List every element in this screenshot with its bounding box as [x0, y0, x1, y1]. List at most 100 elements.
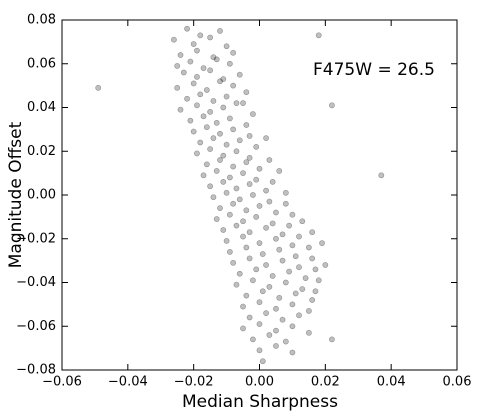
point — [286, 222, 293, 229]
point — [289, 323, 296, 330]
point — [217, 130, 223, 137]
point — [233, 148, 240, 155]
point — [220, 227, 227, 233]
point — [240, 325, 246, 332]
point — [282, 200, 289, 207]
point — [230, 259, 237, 266]
point — [329, 336, 335, 343]
point — [217, 78, 223, 85]
point — [207, 183, 214, 190]
point — [279, 257, 286, 264]
point — [220, 104, 227, 111]
point — [213, 119, 220, 126]
point — [305, 329, 312, 336]
point — [269, 220, 276, 227]
point — [194, 73, 200, 80]
point — [223, 141, 230, 148]
point — [223, 238, 230, 244]
point — [233, 281, 240, 288]
point — [315, 32, 322, 39]
point — [217, 157, 223, 163]
point — [305, 244, 312, 251]
point — [213, 216, 220, 222]
point — [263, 310, 269, 317]
point — [273, 343, 279, 349]
point — [266, 332, 273, 338]
point — [233, 185, 240, 192]
y-tick-label: −0.06 — [16, 319, 56, 334]
point — [378, 172, 385, 179]
point — [240, 100, 246, 107]
point — [253, 176, 260, 183]
point — [213, 56, 220, 63]
point — [286, 268, 293, 275]
point — [282, 279, 289, 286]
point — [253, 143, 260, 150]
point — [190, 41, 197, 47]
point — [217, 28, 223, 34]
point — [296, 233, 302, 240]
point — [289, 349, 296, 356]
x-tick-label: −0.02 — [174, 375, 214, 390]
point — [190, 128, 197, 135]
point — [309, 229, 316, 236]
point — [259, 358, 266, 365]
point — [256, 321, 263, 327]
x-tick-label: 0.04 — [377, 375, 406, 390]
point — [276, 246, 283, 253]
x-tick-label: −0.06 — [42, 375, 82, 390]
point — [273, 327, 279, 334]
point — [253, 266, 260, 273]
point — [329, 102, 335, 109]
point — [256, 299, 263, 306]
point — [203, 124, 210, 131]
point — [210, 54, 217, 61]
point — [226, 115, 233, 122]
point — [240, 170, 246, 177]
point — [315, 277, 322, 284]
point — [273, 305, 279, 312]
point — [180, 69, 187, 76]
point — [246, 229, 253, 236]
point — [299, 286, 306, 292]
point — [220, 152, 227, 159]
point — [243, 122, 250, 128]
point — [230, 82, 237, 89]
point — [236, 137, 243, 144]
point — [243, 207, 250, 214]
point — [233, 222, 240, 229]
point — [246, 154, 253, 161]
point — [223, 189, 230, 196]
y-tick-label: 0.02 — [27, 144, 56, 159]
point — [263, 262, 269, 268]
point — [282, 338, 289, 345]
point — [243, 292, 250, 299]
point — [305, 308, 312, 314]
point — [276, 294, 283, 301]
point — [207, 146, 214, 152]
point — [230, 200, 237, 207]
point — [226, 60, 233, 67]
point — [250, 277, 256, 284]
point — [187, 117, 194, 124]
y-tick-label: −0.04 — [16, 275, 56, 290]
point — [250, 192, 256, 198]
point — [266, 198, 273, 205]
point — [197, 91, 204, 98]
point — [190, 80, 197, 87]
point — [187, 58, 194, 65]
point — [236, 270, 243, 277]
point — [273, 209, 279, 216]
x-tick-label: 0.06 — [443, 375, 472, 390]
point — [220, 178, 227, 185]
point — [207, 108, 214, 115]
point — [194, 150, 200, 157]
point — [213, 168, 220, 174]
point — [236, 196, 243, 203]
y-tick-label: −0.02 — [16, 231, 56, 246]
point — [240, 218, 246, 225]
point — [230, 163, 237, 170]
point — [230, 126, 237, 133]
point — [256, 240, 263, 247]
